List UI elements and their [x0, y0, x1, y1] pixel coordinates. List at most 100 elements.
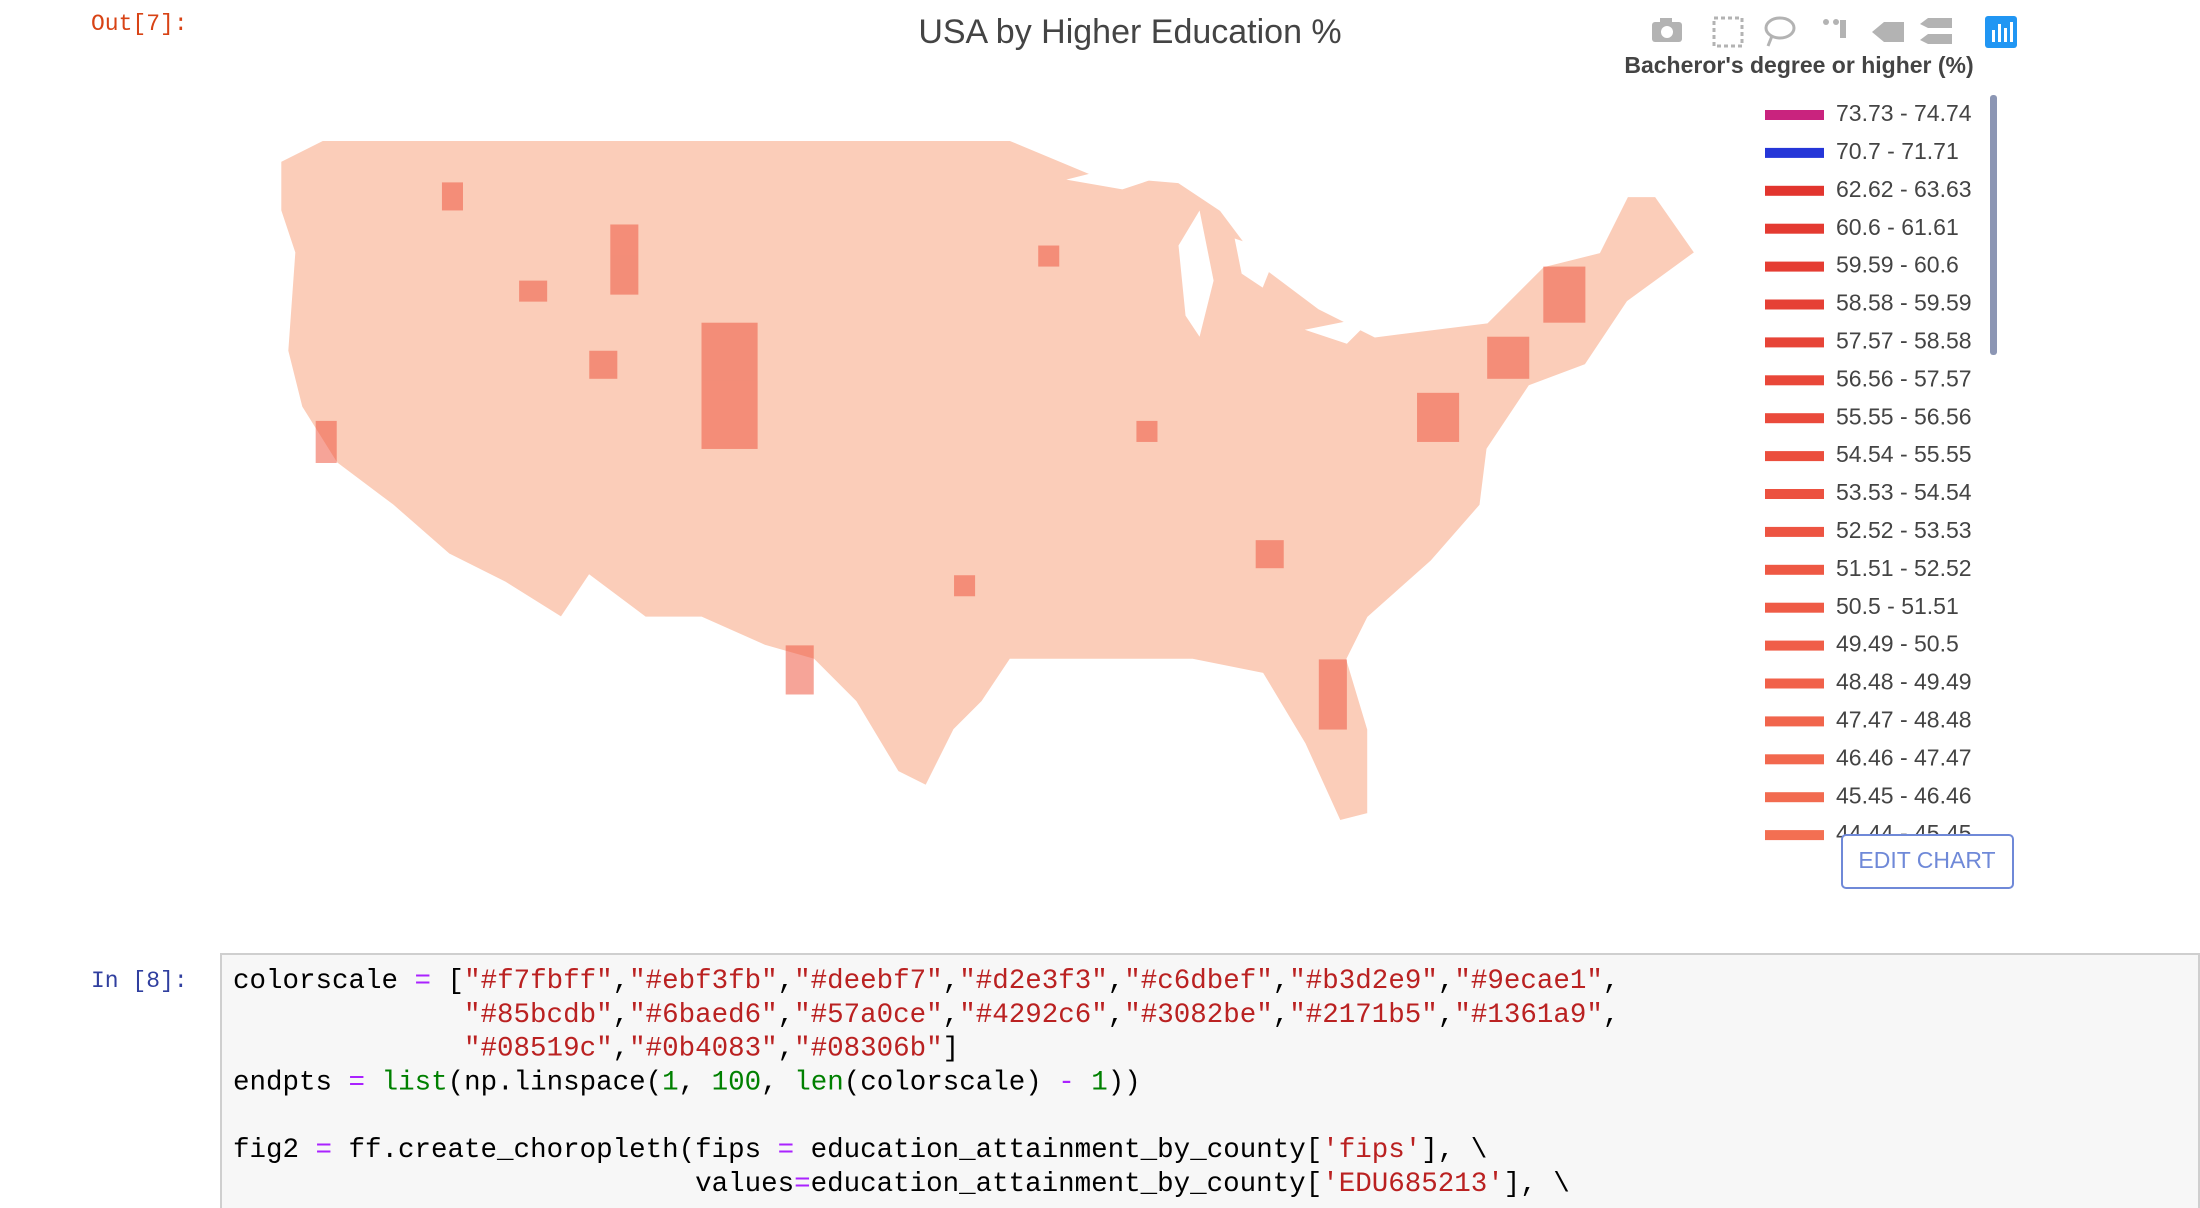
- edit-chart-label[interactable]: EDIT CHART: [1858, 847, 1995, 873]
- code-token: education_attainment_by_county[: [811, 1169, 1323, 1200]
- code-token: ,: [1108, 1000, 1125, 1031]
- code-block: colorscale = ["#f7fbff","#ebf3fb","#deeb…: [233, 966, 1619, 1200]
- spike-icon[interactable]: [1872, 22, 1904, 42]
- code-token: 'fips': [1322, 1135, 1421, 1166]
- code-token: "#b3d2e9": [1289, 966, 1438, 997]
- county-highlights: [315, 182, 1586, 730]
- legend-label: 50.5 - 51.51: [1836, 593, 1959, 619]
- code-token: ]: [943, 1034, 960, 1065]
- code-token: "#3082be": [1124, 1000, 1273, 1031]
- code-token: ff.create_choropleth(fips: [332, 1135, 778, 1166]
- code-token: ,: [943, 966, 960, 997]
- code-token: ], \: [1421, 1135, 1487, 1166]
- legend-swatch: [1765, 678, 1824, 689]
- legend-label: 62.62 - 63.63: [1836, 176, 1972, 202]
- code-token: list: [382, 1068, 448, 1099]
- legend-swatch: [1765, 375, 1824, 386]
- code-token: "#f7fbff": [464, 966, 613, 997]
- code-token: "#0b4083": [629, 1034, 778, 1065]
- plotly-logo[interactable]: [1985, 16, 2017, 48]
- code-token: ,: [613, 1000, 630, 1031]
- input-prompt: In [8]:: [91, 968, 188, 994]
- code-token: ,: [1438, 1000, 1455, 1031]
- legend-swatch: [1765, 526, 1824, 537]
- code-cell[interactable]: [220, 953, 2200, 1208]
- legend-swatch: [1765, 337, 1824, 348]
- code-token: =: [778, 1135, 795, 1166]
- code-token: ,: [1108, 966, 1125, 997]
- code-token: "#ebf3fb": [629, 966, 778, 997]
- box-select-icon[interactable]: [1712, 16, 1744, 48]
- camera-icon[interactable]: [1652, 18, 1682, 42]
- code-token: [1075, 1068, 1092, 1099]
- legend-swatch: [1765, 451, 1824, 462]
- code-token: "#deebf7": [794, 966, 943, 997]
- code-token: "#08519c": [464, 1034, 613, 1065]
- code-token: "#9ecae1": [1454, 966, 1603, 997]
- legend-swatch: [1765, 602, 1824, 613]
- legend-label: 52.52 - 53.53: [1836, 517, 1972, 543]
- code-token: ,: [761, 1068, 794, 1099]
- legend-label: 60.6 - 61.61: [1836, 214, 1959, 240]
- legend-label: 45.45 - 46.46: [1836, 782, 1972, 808]
- lasso-icon[interactable]: [1764, 16, 1796, 47]
- code-token: ,: [1273, 1000, 1290, 1031]
- code-token: [233, 1034, 464, 1065]
- legend-label: 47.47 - 48.48: [1836, 706, 1972, 732]
- code-token: "#08306b": [794, 1034, 943, 1065]
- code-token: education_attainment_by_county[: [794, 1135, 1322, 1166]
- legend-label: 46.46 - 47.47: [1836, 744, 1972, 770]
- great-lakes: [1066, 165, 1375, 344]
- code-token: "#2171b5": [1289, 1000, 1438, 1031]
- legend-label: 57.57 - 58.58: [1836, 327, 1972, 353]
- code-token: =: [349, 1068, 366, 1099]
- code-token: len: [794, 1068, 844, 1099]
- legend-swatch: [1765, 640, 1824, 651]
- legend-label: 55.55 - 56.56: [1836, 403, 1972, 429]
- hover-icon[interactable]: [1823, 19, 1846, 38]
- legend: 73.73 - 74.74 70.7 - 71.71 62.62 - 63.63 60…: [1765, 100, 1972, 846]
- code-token: [233, 1000, 464, 1031]
- code-token: "#57a0ce": [794, 1000, 943, 1031]
- code-token: colorscale: [233, 966, 415, 997]
- legend-swatch: [1765, 147, 1824, 158]
- code-token: =: [794, 1169, 811, 1200]
- code-token: [365, 1068, 382, 1099]
- code-token: ,: [1438, 966, 1455, 997]
- legend-label: 54.54 - 55.55: [1836, 441, 1972, 467]
- legend-label: 48.48 - 49.49: [1836, 669, 1972, 695]
- code-token: (colorscale): [844, 1068, 1059, 1099]
- code-token: 1: [662, 1068, 679, 1099]
- legend-title: Bacheror's degree or higher (%): [1624, 52, 1973, 78]
- code-token: ,: [778, 966, 795, 997]
- code-token: =: [316, 1135, 333, 1166]
- map-outline: [279, 139, 1696, 822]
- legend-swatch: [1765, 489, 1824, 499]
- legend-swatch: [1765, 299, 1824, 310]
- code-token: ,: [679, 1068, 712, 1099]
- legend-swatch: [1765, 110, 1824, 120]
- code-token: -: [1058, 1068, 1075, 1099]
- code-token: ,: [943, 1000, 960, 1031]
- code-token: [: [431, 966, 464, 997]
- legend-label: 59.59 - 60.6: [1836, 252, 1959, 278]
- code-token: 1: [1091, 1068, 1108, 1099]
- modebar: [1652, 16, 2017, 48]
- code-line: endpts = list(np.linspace(1, 100, len(co…: [233, 1068, 1141, 1099]
- code-token: "#4292c6": [959, 1000, 1108, 1031]
- code-token: 100: [712, 1068, 762, 1099]
- legend-swatch: [1765, 792, 1824, 803]
- code-token: "#6baed6": [629, 1000, 778, 1031]
- legend-label: 73.73 - 74.74: [1836, 100, 1972, 126]
- legend-label: 51.51 - 52.52: [1836, 555, 1972, 581]
- code-token: "#c6dbef": [1124, 966, 1273, 997]
- edit-chart-button[interactable]: [1841, 834, 2014, 889]
- code-token: ], \: [1504, 1169, 1570, 1200]
- legend-swatch: [1765, 223, 1824, 234]
- compare-icon[interactable]: [1920, 18, 1952, 44]
- code-token: fig2: [233, 1135, 316, 1166]
- legend-scrollbar[interactable]: [1990, 95, 1997, 355]
- code-token: =: [415, 966, 432, 997]
